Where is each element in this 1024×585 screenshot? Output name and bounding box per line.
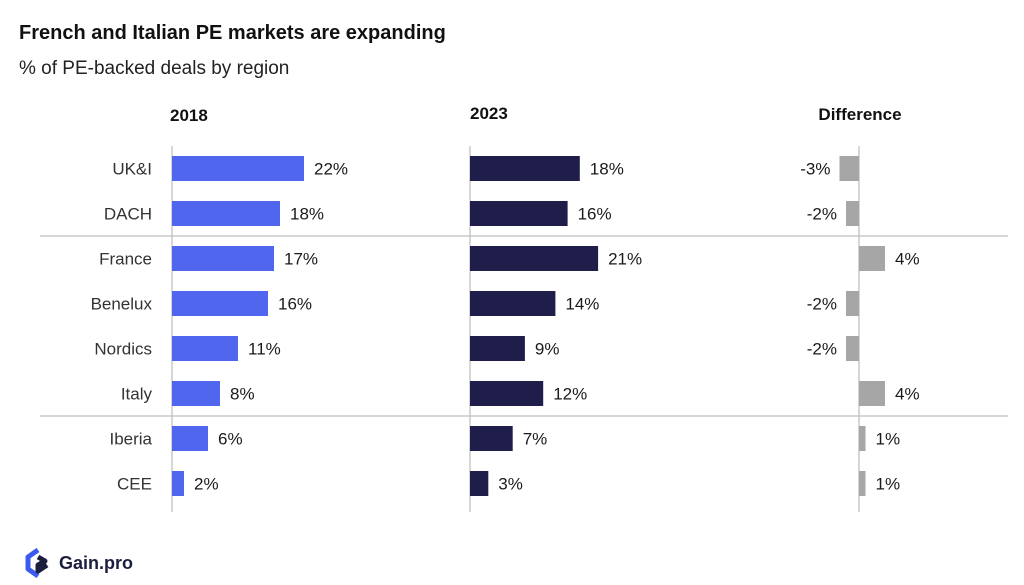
bar-2018-cee	[172, 471, 184, 496]
bar-2018-dach	[172, 201, 280, 226]
panel-header-2023: 2023	[470, 104, 508, 123]
bar-2018-nordics	[172, 336, 238, 361]
data-label-2018-cee: 2%	[194, 475, 219, 494]
data-label-difference-ukandi: -3%	[800, 160, 830, 179]
bar-difference-france	[859, 246, 885, 271]
category-label-ukandi: UK&I	[112, 160, 152, 179]
data-label-2018-iberia: 6%	[218, 430, 243, 449]
bar-difference-cee	[859, 471, 866, 496]
bar-2018-ukandi	[172, 156, 304, 181]
bar-2018-benelux	[172, 291, 268, 316]
category-label-cee: CEE	[117, 475, 152, 494]
bar-difference-nordics	[846, 336, 859, 361]
data-label-2018-dach: 18%	[290, 205, 324, 224]
category-label-nordics: Nordics	[94, 340, 152, 359]
bar-difference-dach	[846, 201, 859, 226]
bar-2023-benelux	[470, 291, 556, 316]
category-label-iberia: Iberia	[109, 430, 152, 449]
gain-pro-logo: Gain.pro	[24, 547, 133, 579]
bar-2018-italy	[172, 381, 220, 406]
gain-pro-logo-text: Gain.pro	[59, 552, 134, 573]
data-label-difference-dach: -2%	[807, 205, 837, 224]
data-label-difference-benelux: -2%	[807, 295, 837, 314]
data-label-difference-cee: 1%	[876, 475, 901, 494]
bar-2023-iberia	[470, 426, 513, 451]
bar-difference-iberia	[859, 426, 866, 451]
data-label-2018-ukandi: 22%	[314, 160, 348, 179]
data-label-difference-france: 4%	[895, 250, 920, 269]
data-label-difference-nordics: -2%	[807, 340, 837, 359]
data-label-2023-france: 21%	[608, 250, 642, 269]
bar-2023-france	[470, 246, 599, 271]
data-label-2018-italy: 8%	[230, 385, 255, 404]
category-label-benelux: Benelux	[91, 295, 153, 314]
data-label-2023-benelux: 14%	[565, 295, 599, 314]
bar-2023-ukandi	[470, 156, 580, 181]
bar-2018-iberia	[172, 426, 208, 451]
data-label-2023-italy: 12%	[553, 385, 587, 404]
bar-2023-dach	[470, 201, 568, 226]
data-label-2023-ukandi: 18%	[590, 160, 624, 179]
panel-header-2018: 2018	[170, 106, 208, 125]
gain-pro-logo-icon	[25, 548, 49, 578]
category-label-italy: Italy	[121, 385, 153, 404]
data-label-difference-iberia: 1%	[876, 430, 901, 449]
bar-2018-france	[172, 246, 274, 271]
chart-subtitle: % of PE-backed deals by region	[19, 58, 290, 79]
data-label-2018-benelux: 16%	[278, 295, 312, 314]
data-label-2023-iberia: 7%	[523, 430, 548, 449]
data-label-2023-nordics: 9%	[535, 340, 560, 359]
category-label-dach: DACH	[104, 205, 152, 224]
data-label-2023-dach: 16%	[578, 205, 612, 224]
data-label-difference-italy: 4%	[895, 385, 920, 404]
bar-difference-ukandi	[839, 156, 859, 181]
bar-2023-italy	[470, 381, 544, 406]
data-label-2018-france: 17%	[284, 250, 318, 269]
chart-title: French and Italian PE markets are expand…	[19, 22, 446, 44]
bar-difference-benelux	[846, 291, 859, 316]
bar-2023-nordics	[470, 336, 525, 361]
panel-header-difference: Difference	[818, 105, 901, 124]
data-label-2018-nordics: 11%	[248, 340, 281, 359]
bar-difference-italy	[859, 381, 885, 406]
data-label-2023-cee: 3%	[498, 475, 523, 494]
category-label-france: France	[99, 250, 152, 269]
bar-2023-cee	[470, 471, 489, 496]
